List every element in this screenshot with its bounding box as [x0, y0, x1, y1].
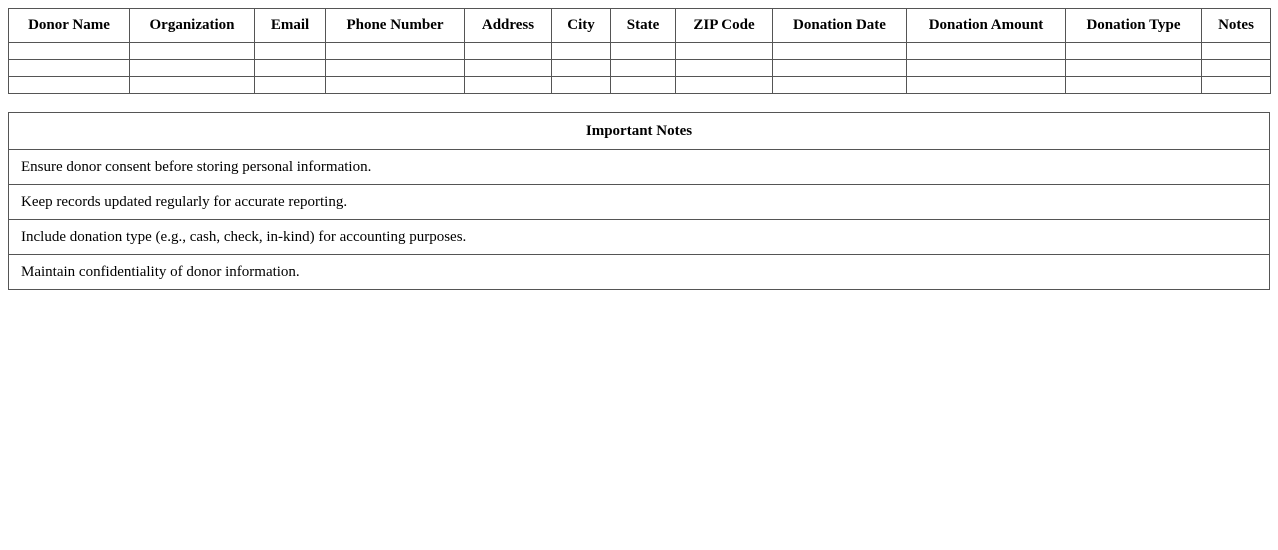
donor-table: Donor Name Organization Email Phone Numb… [8, 8, 1271, 94]
donor-cell[interactable] [551, 76, 611, 94]
donor-cell[interactable] [1065, 42, 1202, 60]
donor-cell[interactable] [464, 59, 552, 77]
donor-cell[interactable] [772, 59, 907, 77]
notes-header-row: Important Notes [8, 112, 1270, 150]
donor-cell[interactable] [254, 76, 326, 94]
note-text: Include donation type (e.g., cash, check… [8, 219, 1270, 255]
donor-cell[interactable] [8, 59, 130, 77]
donor-cell[interactable] [675, 59, 773, 77]
donor-cell[interactable] [129, 76, 255, 94]
donor-cell[interactable] [325, 42, 465, 60]
header-phone-number: Phone Number [325, 8, 465, 43]
donor-cell[interactable] [772, 42, 907, 60]
donor-cell[interactable] [906, 76, 1066, 94]
notes-title: Important Notes [8, 112, 1270, 150]
note-text: Maintain confidentiality of donor inform… [8, 254, 1270, 290]
donor-cell[interactable] [325, 76, 465, 94]
donor-cell[interactable] [675, 42, 773, 60]
note-text: Keep records updated regularly for accur… [8, 184, 1270, 220]
header-donation-date: Donation Date [772, 8, 907, 43]
donor-cell[interactable] [464, 76, 552, 94]
donor-cell[interactable] [464, 42, 552, 60]
donor-row [8, 42, 1271, 60]
donor-cell[interactable] [254, 59, 326, 77]
donor-table-body [8, 42, 1271, 94]
donor-cell[interactable] [1201, 76, 1271, 94]
donor-cell[interactable] [772, 76, 907, 94]
donor-cell[interactable] [1201, 42, 1271, 60]
donor-cell[interactable] [1065, 76, 1202, 94]
important-notes-table: Important Notes Ensure donor consent bef… [8, 112, 1270, 290]
note-row: Ensure donor consent before storing pers… [8, 149, 1270, 185]
header-notes: Notes [1201, 8, 1271, 43]
header-city: City [551, 8, 611, 43]
donor-cell[interactable] [610, 59, 676, 77]
note-text: Ensure donor consent before storing pers… [8, 149, 1270, 185]
donor-cell[interactable] [551, 59, 611, 77]
header-row: Donor Name Organization Email Phone Numb… [8, 8, 1271, 43]
header-zip-code: ZIP Code [675, 8, 773, 43]
header-donor-name: Donor Name [8, 8, 130, 43]
note-row: Keep records updated regularly for accur… [8, 184, 1270, 220]
donor-cell[interactable] [1065, 59, 1202, 77]
header-donation-amount: Donation Amount [906, 8, 1066, 43]
donor-cell[interactable] [1201, 59, 1271, 77]
header-email: Email [254, 8, 326, 43]
donor-row [8, 59, 1271, 77]
donor-cell[interactable] [129, 59, 255, 77]
header-state: State [610, 8, 676, 43]
donor-cell[interactable] [254, 42, 326, 60]
donor-row [8, 76, 1271, 94]
note-row: Maintain confidentiality of donor inform… [8, 254, 1270, 290]
donor-cell[interactable] [129, 42, 255, 60]
donor-cell[interactable] [551, 42, 611, 60]
donor-cell[interactable] [906, 42, 1066, 60]
donor-cell[interactable] [610, 42, 676, 60]
note-row: Include donation type (e.g., cash, check… [8, 219, 1270, 255]
header-donation-type: Donation Type [1065, 8, 1202, 43]
donor-cell[interactable] [610, 76, 676, 94]
donor-cell[interactable] [8, 76, 130, 94]
header-organization: Organization [129, 8, 255, 43]
donor-cell[interactable] [675, 76, 773, 94]
header-address: Address [464, 8, 552, 43]
donor-cell[interactable] [8, 42, 130, 60]
donor-cell[interactable] [906, 59, 1066, 77]
donor-cell[interactable] [325, 59, 465, 77]
